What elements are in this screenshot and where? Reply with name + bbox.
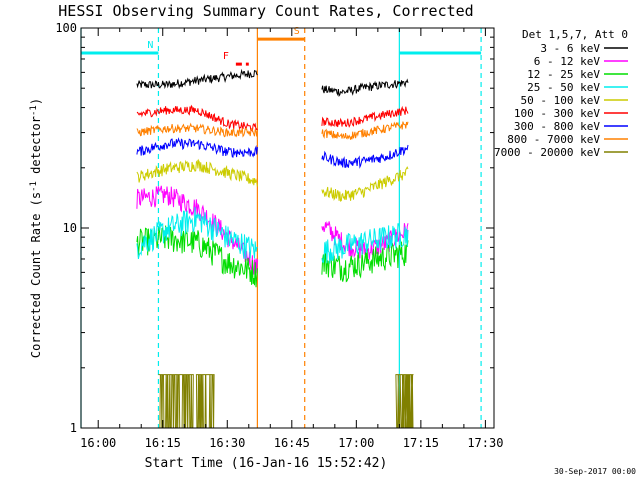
legend-label-4: 50 - 100 keV (521, 94, 601, 107)
x-tick-label-3: 16:45 (274, 436, 310, 450)
x-tick-label-4: 17:00 (338, 436, 374, 450)
series-line-8-segment-0 (158, 374, 216, 429)
series-line-0-segment-0 (136, 68, 258, 90)
series-line-5-segment-1 (321, 105, 409, 128)
y-tick-label-1: 10 (63, 221, 77, 235)
x-tick-label-0: 16:00 (80, 436, 116, 450)
series-line-6-segment-1 (321, 144, 409, 169)
series-line-4-segment-0 (136, 158, 258, 187)
legend-label-1: 6 - 12 keV (534, 55, 601, 68)
y-axis-label-end: ) (29, 98, 43, 105)
series-line-3-segment-0 (136, 206, 258, 260)
footer-date: 30-Sep-2017 00:00 (554, 467, 636, 476)
legend-label-5: 100 - 300 keV (514, 107, 600, 120)
legend-title: Det 1,5,7, Att 0 (522, 28, 628, 41)
legend-label-2: 12 - 25 keV (527, 68, 600, 81)
series-line-6-segment-0 (136, 137, 258, 158)
series-line-5-segment-0 (136, 104, 258, 133)
legend-label-3: 25 - 50 keV (527, 81, 600, 94)
series-line-2-segment-0 (136, 225, 258, 288)
series-line-8-segment-1 (395, 374, 414, 429)
annotation-label-3: F (223, 51, 229, 62)
annotation-label-2: S (294, 26, 300, 37)
series-line-4-segment-1 (321, 166, 409, 202)
annotation-label-0: N (147, 40, 153, 51)
y-axis-label: Corrected Count Rate (s-1 detector-1) (29, 98, 43, 358)
plot-frame (80, 27, 495, 429)
legend-label-6: 300 - 800 keV (514, 120, 600, 133)
series-line-7-segment-0 (136, 122, 258, 138)
plot-area: N S F 1 10 100 16:00 16:15 16:30 16:45 17:00 17:15 1… (55, 21, 503, 450)
x-axis-label: Start Time (16-Jan-16 15:52:42) (145, 456, 388, 471)
series-line-0-segment-1 (321, 78, 409, 97)
y-axis-label-mid: detector (29, 116, 43, 181)
x-tick-label-5: 17:15 (403, 436, 439, 450)
series-line-7-segment-1 (321, 121, 409, 140)
y-axis-label-main: Corrected Count Rate (s (29, 192, 43, 358)
legend-label-8: 7000 - 20000 keV (494, 146, 600, 159)
legend-label-7: 800 - 7000 keV (507, 133, 600, 146)
y-tick-label-0: 1 (70, 421, 77, 435)
series-line-3-segment-1 (321, 223, 409, 264)
chart-title: HESSI Observing Summary Count Rates, Cor… (58, 2, 473, 20)
y-axis-label-exp2: -1 (29, 105, 39, 116)
series-line-2-segment-1 (321, 240, 409, 283)
x-tick-label-6: 17:30 (467, 436, 503, 450)
x-tick-label-1: 16:15 (145, 436, 181, 450)
x-tick-label-2: 16:30 (209, 436, 245, 450)
y-tick-label-2: 100 (55, 21, 77, 35)
y-axis-label-exp1: -1 (29, 181, 39, 192)
legend-label-0: 3 - 6 keV (540, 42, 600, 55)
